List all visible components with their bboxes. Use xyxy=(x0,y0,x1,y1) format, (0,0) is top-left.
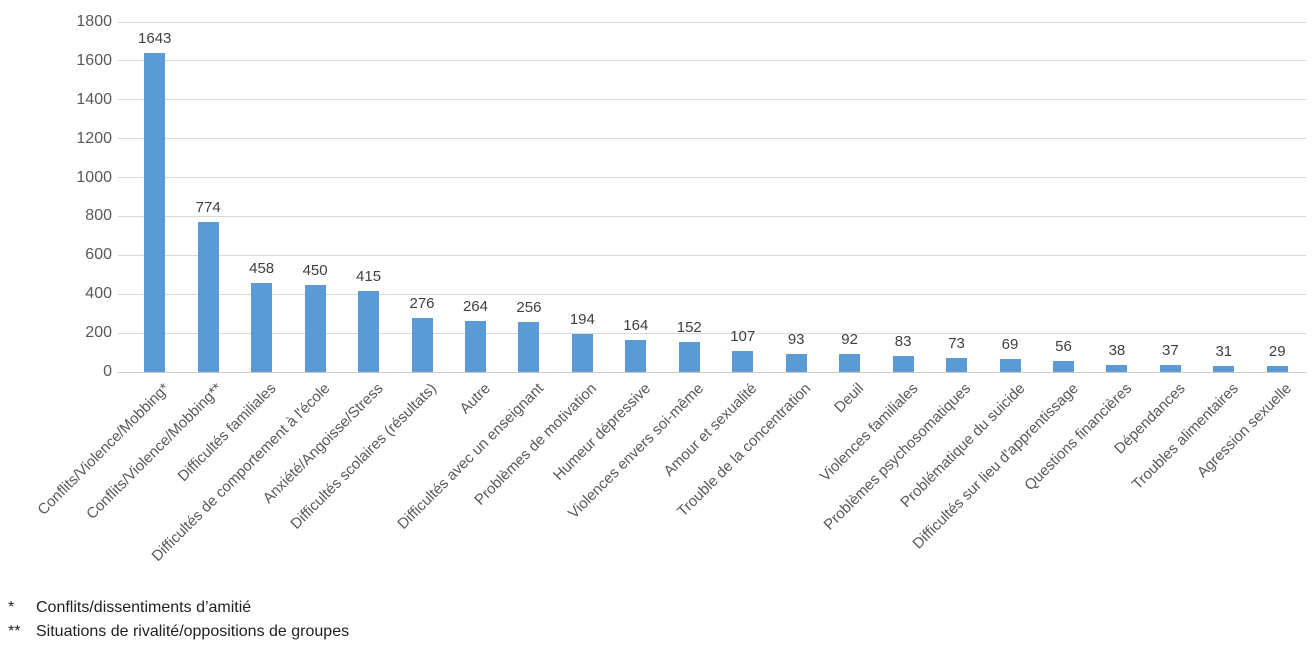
bar-value-label: 450 xyxy=(302,261,328,279)
bar-value-label: 264 xyxy=(462,297,488,315)
bar xyxy=(1052,361,1074,372)
bar-value-label: 194 xyxy=(569,311,595,329)
bar xyxy=(785,353,807,372)
y-axis-tick-label: 1800 xyxy=(76,13,112,30)
y-axis-tick-label: 1400 xyxy=(76,90,112,108)
bar xyxy=(304,284,326,372)
gridline xyxy=(118,254,1306,256)
gridline xyxy=(118,99,1306,101)
bar-value-label: 1643 xyxy=(138,29,172,47)
y-axis-tick-label: 1200 xyxy=(76,129,112,147)
bar xyxy=(411,318,433,372)
gridline xyxy=(118,177,1306,179)
bar xyxy=(1213,365,1235,372)
gridline xyxy=(118,371,1306,373)
x-axis-category-label-text: Amour et sexualité xyxy=(660,380,761,480)
bar xyxy=(144,52,166,372)
x-axis-category-label-text: Agression sexuelle xyxy=(1194,380,1296,482)
bar xyxy=(1266,366,1288,372)
bar-value-label: 93 xyxy=(787,330,805,348)
gridline xyxy=(118,215,1306,217)
bar xyxy=(518,322,540,372)
footnote-text: Conflits/dissentiments d’amitié xyxy=(36,599,252,616)
y-axis-tick-label: 1600 xyxy=(76,51,112,69)
bar-value-label: 38 xyxy=(1108,341,1126,359)
bar xyxy=(197,221,219,372)
bar xyxy=(1106,364,1128,372)
bar-value-label: 69 xyxy=(1001,335,1019,353)
bar-value-label: 107 xyxy=(730,328,756,346)
bar xyxy=(946,357,968,372)
footnote-line: ** Situations de rivalité/oppositions de… xyxy=(8,620,349,644)
bar-value-label: 774 xyxy=(195,198,221,216)
gridline xyxy=(118,138,1306,140)
bar-value-label: 164 xyxy=(623,317,649,335)
bar xyxy=(839,354,861,372)
bar-value-label: 152 xyxy=(676,319,702,337)
bar xyxy=(251,282,273,372)
bar-value-label: 415 xyxy=(356,268,382,286)
bar xyxy=(358,291,380,372)
y-axis-tick-label: 800 xyxy=(85,207,112,225)
y-axis-tick-label: 200 xyxy=(85,324,112,342)
bar xyxy=(732,351,754,372)
bar-value-label: 29 xyxy=(1268,343,1286,361)
bar-value-label: 276 xyxy=(409,295,435,313)
bar xyxy=(1159,364,1181,372)
x-axis-category-label-text: Autre xyxy=(456,380,494,418)
y-axis-tick-label: 1000 xyxy=(76,168,112,186)
footnotes: * Conflits/dissentiments d’amitié ** Sit… xyxy=(8,596,349,644)
x-axis-category-label-text: Humeur dépressive xyxy=(549,380,654,484)
bar-value-label: 31 xyxy=(1215,342,1233,360)
bar-value-label: 73 xyxy=(948,334,965,352)
bar-value-label: 458 xyxy=(249,259,275,277)
footnote-text: Situations de rivalité/oppositions de gr… xyxy=(36,623,350,640)
bar xyxy=(625,340,647,372)
y-axis-tick-label: 400 xyxy=(85,285,112,303)
bar-value-label: 92 xyxy=(841,331,858,349)
bar xyxy=(464,320,486,372)
footnote-line: * Conflits/dissentiments d’amitié xyxy=(8,596,349,620)
bar-value-label: 37 xyxy=(1162,341,1179,359)
gridline xyxy=(118,21,1306,23)
x-axis-category-label-text: Deuil xyxy=(831,380,868,417)
y-axis-tick-label: 0 xyxy=(103,363,112,380)
gridline xyxy=(118,332,1306,334)
footnote-marker: ** xyxy=(8,623,21,640)
bar-value-label: 256 xyxy=(516,299,542,317)
bar-value-label: 56 xyxy=(1055,338,1072,356)
gridline xyxy=(118,60,1306,62)
footnote-marker: * xyxy=(8,599,15,616)
bar xyxy=(892,355,914,372)
bar xyxy=(678,342,700,372)
x-axis-category-label-text: Difficultés familiales xyxy=(174,380,280,485)
y-axis-tick-label: 600 xyxy=(85,246,112,264)
bar xyxy=(571,334,593,372)
bar xyxy=(999,358,1021,372)
x-axis-category-label-text: Violences familiales xyxy=(816,380,922,485)
gridline xyxy=(118,293,1306,295)
bar-value-label: 83 xyxy=(894,332,912,350)
